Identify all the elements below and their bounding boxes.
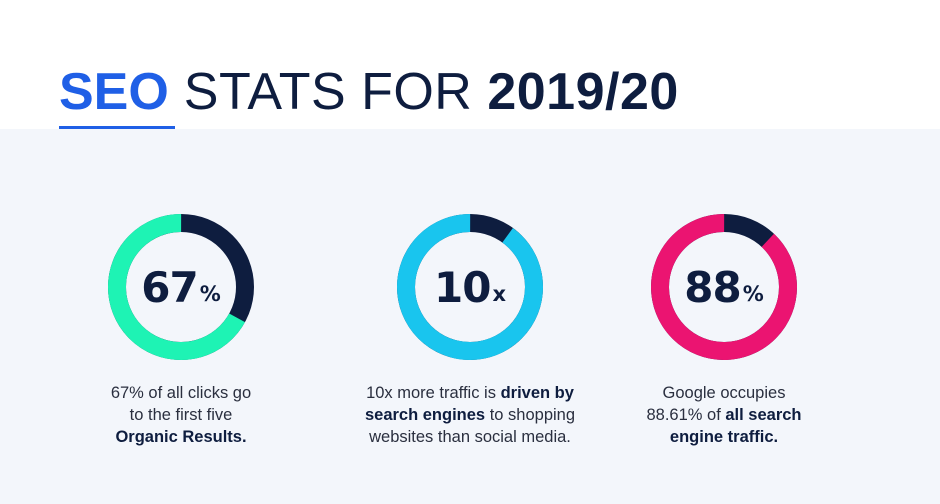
desc-bold: Organic Results. — [115, 428, 247, 446]
stat-card-traffic: 10 x 10x more traffic is driven by searc… — [340, 210, 600, 460]
desc-bold: engine traffic. — [669, 428, 779, 446]
stat-card-clicks: 67 % 67% of all clicks go to the first f… — [51, 210, 311, 460]
stat-unit: % — [742, 282, 764, 306]
desc-bold: search engines — [364, 406, 486, 424]
stat-value: 67 — [141, 262, 198, 312]
title-underline — [59, 126, 175, 131]
desc-line: Google occupies — [662, 384, 786, 402]
stat-card-google: 88 % Google occupies 88.61% of all searc… — [594, 210, 854, 460]
stat-unit: % — [199, 282, 221, 306]
title-middle: STATS FOR — [183, 63, 473, 121]
desc-line: 67% of all clicks go — [110, 384, 252, 402]
desc-text: 88.61% of — [646, 406, 721, 424]
desc-bold: all search — [725, 406, 802, 424]
page-title: SEO STATS FOR 2019/20 — [59, 60, 679, 131]
desc-line: to the first five — [129, 406, 233, 424]
desc-bold: driven by — [500, 384, 574, 402]
donut-highlight — [397, 214, 543, 360]
stat-description: 67% of all clicks go to the first five O… — [51, 382, 311, 448]
stat-unit: x — [492, 282, 506, 306]
stat-description: 10x more traffic is driven by search eng… — [340, 382, 600, 448]
stat-value: 88 — [684, 262, 741, 312]
title-seo: SEO — [59, 63, 169, 121]
desc-line: websites than social media. — [369, 428, 571, 446]
desc-text: to shopping — [489, 406, 576, 424]
stat-value: 10 — [434, 262, 491, 312]
donut-chart-traffic — [397, 214, 543, 360]
donut-highlight — [108, 214, 254, 360]
donut-chart-google — [651, 214, 797, 360]
desc-text: 10x more traffic is — [366, 384, 496, 402]
stat-description: Google occupies 88.61% of all search eng… — [594, 382, 854, 448]
donut-highlight — [651, 214, 797, 360]
donut-chart-clicks — [108, 214, 254, 360]
title-year: 2019/20 — [487, 63, 679, 121]
